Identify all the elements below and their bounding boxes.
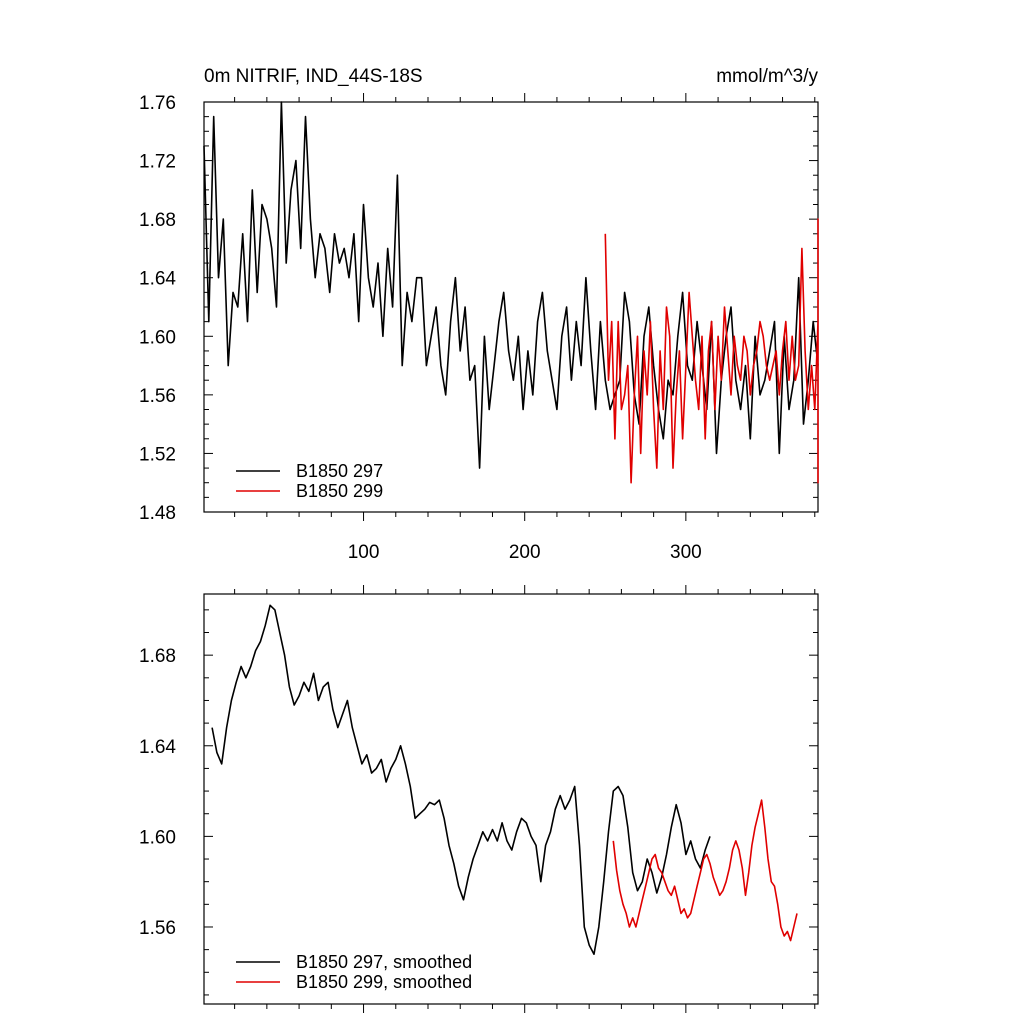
top-series-line-1 [604,218,819,484]
top-ytick-label: 1.68 [139,210,176,231]
top-ytick-label: 1.60 [139,327,176,348]
top-ytick-label: 1.72 [139,152,176,173]
bottom-series-line-1 [612,799,798,942]
top-axis-ticks [204,93,818,521]
bottom-ytick-label: 1.64 [139,737,176,758]
bottom-legend: B1850 297, smoothed B1850 299, smoothed [236,952,472,992]
legend-label-297: B1850 297 [296,461,383,481]
bottom-series-group [211,604,798,956]
chart-title: 0m NITRIF, IND_44S-18S [204,66,423,87]
top-xtick-label: 300 [670,542,702,563]
bottom-series-line-0 [211,604,711,956]
top-legend: B1850 297 B1850 299 [236,461,383,501]
top-ytick-label: 1.64 [139,269,176,290]
bottom-ytick-label: 1.60 [139,827,176,848]
top-series-group [203,101,819,484]
units-label: mmol/m^3/y [716,66,818,87]
legend-label-297-smoothed: B1850 297, smoothed [296,952,472,972]
top-panel: 1.48 1.52 1.56 1.60 1.64 1.68 1.72 1.76 100 200 3… [139,66,819,563]
bottom-panel: 1.56 1.60 1.64 1.68 B1850 297, smoothed B18… [139,585,819,1013]
top-ytick-label: 1.76 [139,93,176,114]
bottom-plot-frame [203,593,819,1005]
top-x-tick-labels: 100 200 300 [348,542,702,563]
top-ytick-label: 1.56 [139,386,176,407]
bottom-axis-ticks [204,585,818,1013]
legend-label-299: B1850 299 [296,481,383,501]
top-xtick-label: 100 [348,542,380,563]
top-xtick-label: 200 [509,542,541,563]
bottom-y-tick-labels: 1.56 1.60 1.64 1.68 [139,646,176,939]
top-series-line-0 [203,101,819,469]
legend-label-299-smoothed: B1850 299, smoothed [296,972,472,992]
top-ytick-label: 1.52 [139,444,176,465]
top-ytick-label: 1.48 [139,503,176,524]
bottom-ytick-label: 1.68 [139,646,176,667]
top-y-tick-labels: 1.48 1.52 1.56 1.60 1.64 1.68 1.72 1.76 [139,93,176,524]
bottom-ytick-label: 1.56 [139,918,176,939]
